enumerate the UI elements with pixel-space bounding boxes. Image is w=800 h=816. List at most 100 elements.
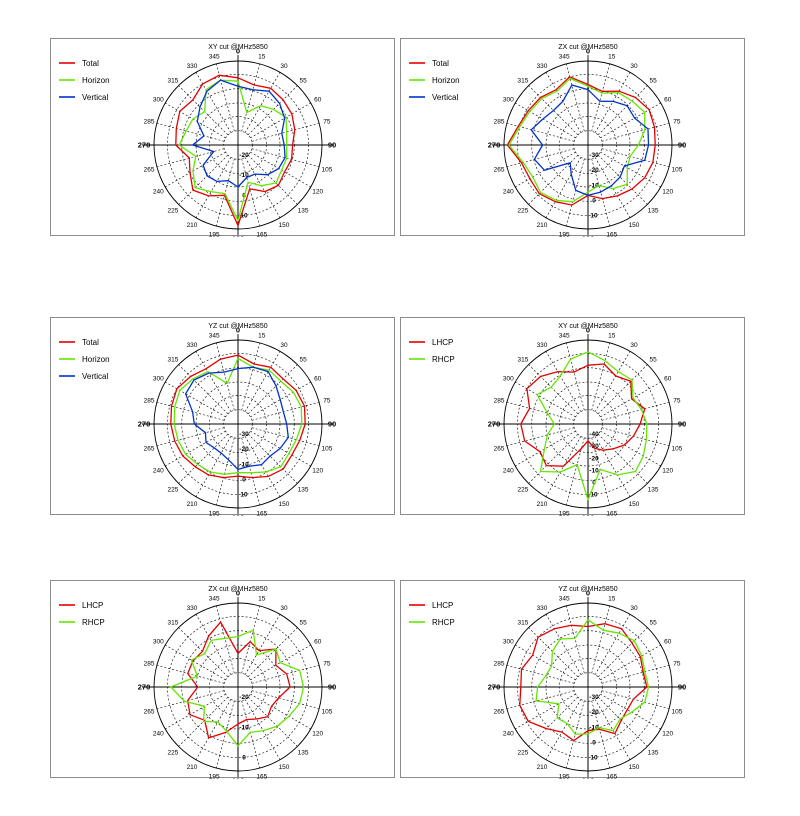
chart-title: ZX cut @MHz5850 bbox=[558, 44, 617, 51]
chart-title: XY cut @MHz5850 bbox=[208, 44, 268, 51]
angle-tick-label: 30 bbox=[630, 63, 638, 70]
angle-tick-label: 300 bbox=[153, 97, 164, 104]
angle-tick-label: 135 bbox=[298, 208, 309, 215]
radial-tick-label: 10 bbox=[590, 213, 598, 220]
angle-tick-label: 210 bbox=[187, 222, 198, 229]
angle-tick-label: 105 bbox=[671, 166, 682, 173]
angle-tick-label: 165 bbox=[606, 773, 617, 779]
angle-tick-label: 150 bbox=[629, 501, 640, 508]
radial-tick-label: 10 bbox=[590, 755, 598, 762]
angle-tick-label: 300 bbox=[503, 97, 514, 104]
chart-title: XY cut @MHz5850 bbox=[558, 323, 618, 330]
angle-tick-label: 30 bbox=[280, 342, 288, 349]
polar-chart: ZX cut @MHz58500153055607590105120135150… bbox=[59, 586, 336, 780]
series-line-total bbox=[170, 354, 306, 479]
grid-spoke bbox=[597, 154, 648, 205]
radial-tick-label: 0 bbox=[242, 755, 246, 762]
chart-panel-2: ZX cut @MHz5850 0 15 30 55 60 75 90 105 120 135 150… bbox=[400, 38, 745, 237]
grid-spoke bbox=[178, 627, 229, 678]
angle-tick-label: 195 bbox=[559, 231, 570, 237]
grid-spoke bbox=[215, 342, 235, 411]
angle-tick-label: 90 bbox=[328, 141, 336, 150]
angle-tick-label: 150 bbox=[279, 501, 290, 508]
angle-tick-label: 0 bbox=[586, 47, 590, 56]
angle-tick-label: 315 bbox=[167, 77, 178, 84]
legend-label: Total bbox=[82, 338, 99, 347]
angle-tick-label: 30 bbox=[630, 342, 638, 349]
angle-tick-label: 135 bbox=[298, 750, 309, 757]
angle-tick-label: 90 bbox=[678, 420, 686, 429]
angle-tick-label: 150 bbox=[629, 222, 640, 229]
angle-tick-label: 30 bbox=[280, 605, 288, 612]
grid-spoke bbox=[215, 437, 235, 506]
angle-tick-label: 225 bbox=[517, 208, 528, 215]
legend-label: RHCP bbox=[432, 618, 455, 627]
angle-tick-label: 60 bbox=[314, 639, 322, 646]
angle-tick-label: 0 bbox=[586, 589, 590, 598]
legend-label: Vertical bbox=[82, 93, 108, 102]
angle-tick-label: 0 bbox=[236, 589, 240, 598]
series-line-vertical bbox=[530, 84, 650, 197]
angle-tick-label: 120 bbox=[312, 189, 323, 196]
series-line-vertical bbox=[191, 79, 286, 188]
angle-tick-label: 0 bbox=[586, 326, 590, 335]
chart-title: YZ cut @MHz5850 bbox=[208, 323, 267, 330]
radial-tick-label: 0 bbox=[592, 197, 596, 204]
grid-spoke bbox=[591, 342, 611, 411]
angle-tick-label: 75 bbox=[323, 398, 331, 405]
grid-spoke bbox=[251, 664, 320, 684]
angle-tick-label: 180 bbox=[232, 777, 245, 780]
grid-spoke bbox=[251, 690, 320, 710]
angle-tick-label: 120 bbox=[662, 189, 673, 196]
radial-tick-label: -30 bbox=[589, 443, 599, 450]
angle-tick-label: 55 bbox=[649, 619, 657, 626]
radial-tick-label: 0 bbox=[592, 739, 596, 746]
angle-tick-label: 15 bbox=[258, 596, 266, 603]
angle-tick-label: 345 bbox=[559, 333, 570, 340]
angle-tick-label: 240 bbox=[153, 468, 164, 475]
grid-spoke bbox=[178, 85, 229, 136]
series-line-lhcp bbox=[520, 363, 646, 467]
angle-tick-label: 330 bbox=[187, 342, 198, 349]
grid-spoke bbox=[241, 342, 261, 411]
grid-spoke bbox=[601, 401, 670, 421]
legend-label: RHCP bbox=[82, 618, 105, 627]
angle-tick-label: 75 bbox=[673, 661, 681, 668]
angle-tick-label: 120 bbox=[312, 731, 323, 738]
chart-title: ZX cut @MHz5850 bbox=[208, 586, 267, 593]
angle-tick-label: 55 bbox=[299, 356, 307, 363]
angle-tick-label: 195 bbox=[559, 510, 570, 516]
angle-tick-label: 210 bbox=[537, 501, 548, 508]
radial-tick-label: 0 bbox=[242, 476, 246, 483]
series-line-horizon bbox=[178, 79, 288, 222]
angle-tick-label: 75 bbox=[323, 119, 331, 126]
grid-spoke bbox=[251, 122, 320, 142]
angle-tick-label: 270 bbox=[488, 420, 501, 429]
angle-tick-label: 285 bbox=[494, 398, 505, 405]
radial-tick-label: -10 bbox=[239, 724, 249, 731]
angle-tick-label: 225 bbox=[517, 487, 528, 494]
chart-panel-5: ZX cut @MHz5850 0 15 30 55 60 75 90 105 120 135 150… bbox=[50, 580, 395, 780]
radial-tick-label: -30 bbox=[589, 694, 599, 701]
radial-tick-label: -10 bbox=[589, 724, 599, 731]
angle-tick-label: 300 bbox=[153, 376, 164, 383]
radial-tick-label: -30 bbox=[589, 152, 599, 159]
legend-label: Vertical bbox=[432, 93, 458, 102]
chart-panel-3: YZ cut @MHz5850 0 15 30 55 60 75 90 105 120 135 150… bbox=[50, 317, 395, 516]
angle-tick-label: 345 bbox=[559, 596, 570, 603]
angle-tick-label: 150 bbox=[279, 222, 290, 229]
angle-tick-label: 135 bbox=[648, 487, 659, 494]
legend-label: LHCP bbox=[432, 601, 453, 610]
angle-tick-label: 55 bbox=[649, 77, 657, 84]
angle-tick-label: 180 bbox=[232, 235, 245, 238]
angle-tick-label: 0 bbox=[236, 47, 240, 56]
angle-tick-label: 75 bbox=[323, 661, 331, 668]
angle-tick-label: 90 bbox=[328, 420, 336, 429]
angle-tick-label: 265 bbox=[144, 708, 155, 715]
series-line-horizon bbox=[173, 357, 303, 475]
angle-tick-label: 135 bbox=[648, 750, 659, 757]
radial-tick-label: 10 bbox=[240, 492, 248, 499]
angle-tick-label: 195 bbox=[209, 510, 220, 516]
grid-spoke bbox=[601, 122, 670, 142]
angle-tick-label: 135 bbox=[298, 487, 309, 494]
